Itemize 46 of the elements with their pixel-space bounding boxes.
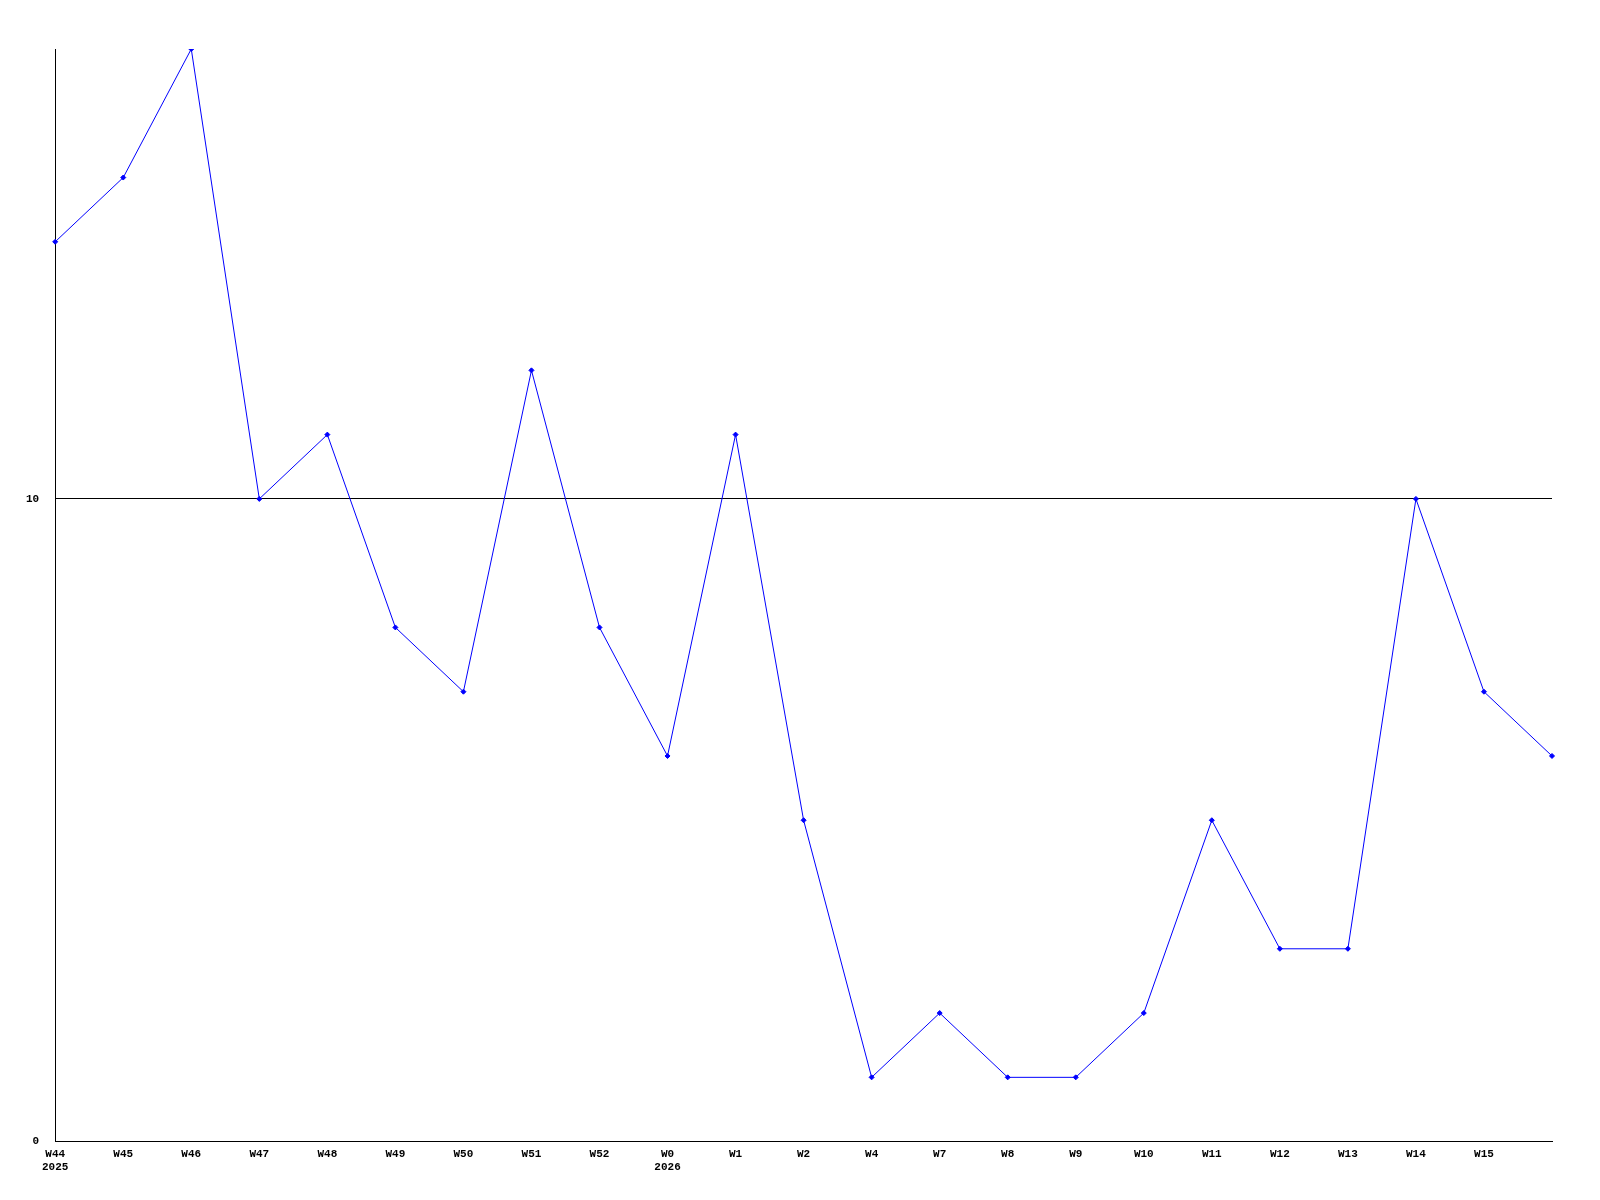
- x-tick-label: W4: [865, 1147, 879, 1160]
- point: [596, 624, 603, 631]
- y-tick-label: 10: [26, 492, 40, 505]
- x-tick-label: W9: [1069, 1147, 1083, 1160]
- x-tick-label: W52: [589, 1147, 610, 1160]
- x-tick-label: W48: [317, 1147, 338, 1160]
- point: [1480, 688, 1487, 695]
- point: [732, 431, 739, 438]
- x-tick-label: W49: [385, 1147, 406, 1160]
- point: [392, 624, 399, 631]
- point: [256, 495, 263, 502]
- point: [1072, 1074, 1079, 1081]
- point: [1276, 945, 1283, 952]
- x-tick-label: W47: [249, 1147, 270, 1160]
- x-tick-label: W12: [1269, 1147, 1290, 1160]
- point: [1004, 1074, 1011, 1081]
- x-tick-label: W51: [521, 1147, 542, 1160]
- point: [324, 431, 331, 438]
- point: [1344, 945, 1351, 952]
- point: [936, 1010, 943, 1017]
- point: [1208, 817, 1215, 824]
- point: [460, 688, 467, 695]
- x-tick-label: W0 2026: [654, 1147, 681, 1174]
- point: [1549, 752, 1555, 759]
- x-tick-label: W50: [453, 1147, 474, 1160]
- y-tick-label: 0: [32, 1135, 40, 1148]
- x-tick-label: W14: [1406, 1147, 1427, 1160]
- x-tick-label: W46: [181, 1147, 202, 1160]
- point: [1412, 495, 1419, 502]
- point: [120, 174, 127, 181]
- x-tick-label: W44 2025: [42, 1147, 69, 1174]
- x-tick-label: W8: [1001, 1147, 1015, 1160]
- x-tick-label: W45: [113, 1147, 134, 1160]
- x-tick-label: W10: [1133, 1147, 1154, 1160]
- point: [1140, 1010, 1147, 1017]
- point: [800, 817, 807, 824]
- x-tick-label: W2: [797, 1147, 811, 1160]
- point: [868, 1074, 875, 1081]
- x-tick-label: W15: [1474, 1147, 1495, 1160]
- x-tick-label: W13: [1337, 1147, 1359, 1160]
- point: [664, 752, 671, 759]
- x-tick-label: W11: [1201, 1147, 1223, 1160]
- x-tick-label: W1: [728, 1147, 743, 1160]
- point: [52, 238, 59, 245]
- x-tick-label: W7: [933, 1147, 947, 1160]
- point: [528, 367, 535, 374]
